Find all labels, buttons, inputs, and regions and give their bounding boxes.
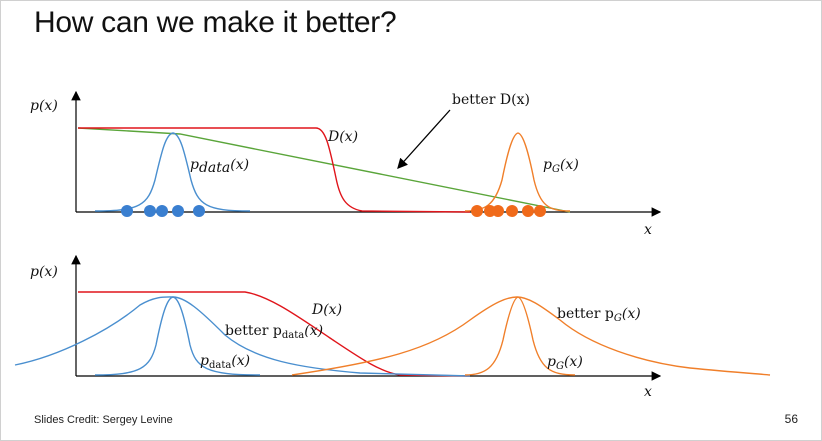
top-y-axis-label: p(x) [30,98,58,114]
top-x-axis-label: x [644,222,652,238]
bottom-p-data-curve [94,296,261,376]
bottom-discriminator-curve [78,291,471,377]
bottom-better-p-g-curve [291,296,771,376]
bottom-x-axis-label: x [644,384,652,400]
data-sample-point [121,205,133,217]
bottom-p-g-curve [464,296,576,376]
bottom-p-data-label: pdata(x) [200,353,250,371]
generated-sample-point [471,205,483,217]
bottom-p-g-label: pG(x) [547,354,583,372]
top-better-d-label: better D(x) [452,92,530,108]
data-sample-point [193,205,205,217]
data-sample-point [144,205,156,217]
generated-sample-point [506,205,518,217]
top-p-g-label: pG(x) [543,157,579,175]
top-discriminator-curve [78,127,471,213]
top-p-g-curve [464,132,571,212]
slide-title: How can we make it better? [34,6,397,39]
page-number: 56 [784,412,798,426]
top-plot: p(x) x D(x) better D(x) pdata(x) pG(x) [30,90,662,238]
generated-sample-point [534,205,546,217]
top-p-data-curve [94,132,251,212]
data-sample-point [156,205,168,217]
bottom-d-label: D(x) [311,302,342,318]
bottom-better-p-data-label: better pdata(x) [225,323,323,341]
top-d-label: D(x) [327,129,358,145]
bottom-plot: p(x) x D(x) better pdata(x) pdata(x) bet… [14,254,771,400]
better-d-arrow [397,109,451,169]
bottom-better-p-g-label: better pG(x) [557,306,641,324]
generated-sample-point [522,205,534,217]
top-better-discriminator-curve [77,127,571,213]
top-data-samples [121,205,205,217]
generated-sample-point [492,205,504,217]
top-p-data-label: pdata(x) [190,157,249,176]
data-sample-point [172,205,184,217]
bottom-y-axis-label: p(x) [30,264,58,280]
slide-credit: Slides Credit: Sergey Levine [34,414,173,426]
top-generated-samples [471,205,546,217]
